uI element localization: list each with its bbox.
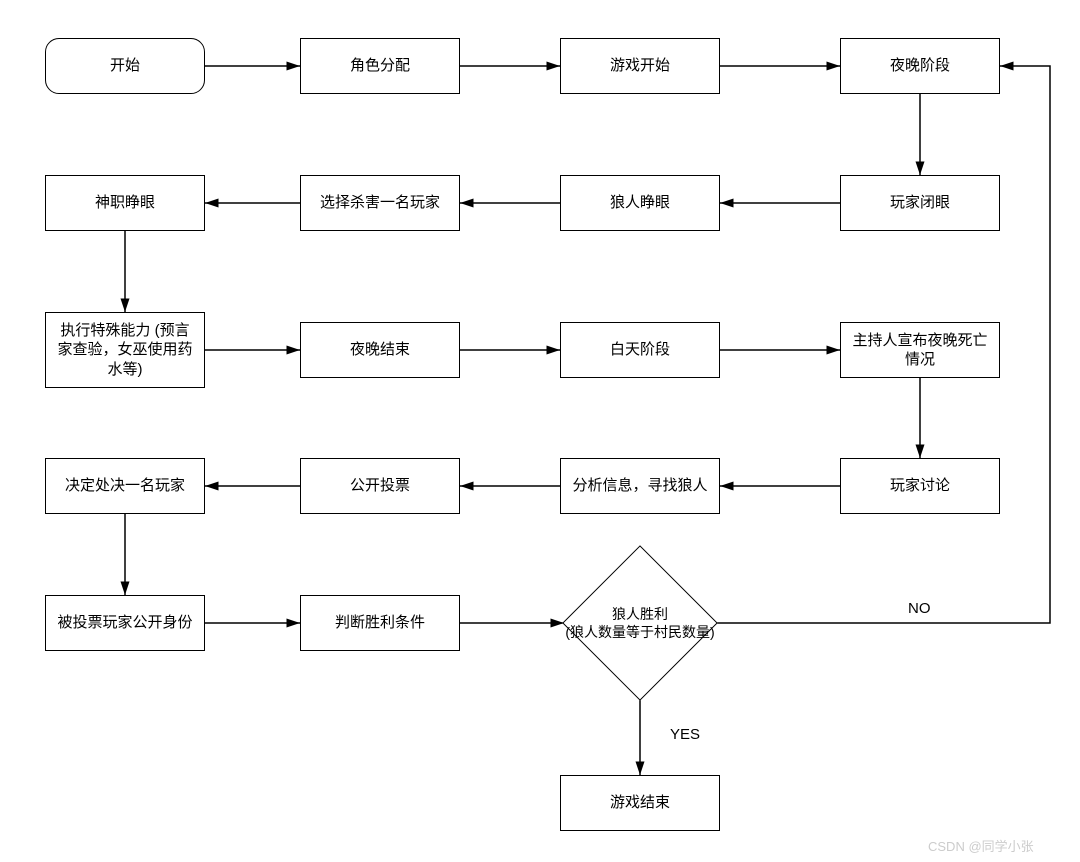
node-label: 公开投票 xyxy=(350,476,410,496)
node-role: 角色分配 xyxy=(300,38,460,94)
node-label: 分析信息，寻找狼人 xyxy=(572,476,707,496)
node-day: 白天阶段 xyxy=(560,322,720,378)
node-start: 开始 xyxy=(45,38,205,94)
node-label: 夜晚阶段 xyxy=(890,56,950,76)
node-label: 狼人睁眼 xyxy=(610,193,670,213)
node-choose-kill: 选择杀害一名玩家 xyxy=(300,175,460,231)
node-decide: 决定处决一名玩家 xyxy=(45,458,205,514)
node-special: 执行特殊能力 (预言家查验，女巫使用药水等) xyxy=(45,312,205,388)
node-announce: 主持人宣布夜晚死亡情况 xyxy=(840,322,1000,378)
edge-label-no: NO xyxy=(908,600,931,617)
node-close-eyes: 玩家闭眼 xyxy=(840,175,1000,231)
node-label: 被投票玩家公开身份 xyxy=(57,613,192,633)
node-analyze: 分析信息，寻找狼人 xyxy=(560,458,720,514)
node-label: 游戏结束 xyxy=(610,793,670,813)
node-game-start: 游戏开始 xyxy=(560,38,720,94)
edge-label-yes: YES xyxy=(670,726,700,743)
node-label: 选择杀害一名玩家 xyxy=(320,193,440,213)
node-wolf-open: 狼人睁眼 xyxy=(560,175,720,231)
node-label: 主持人宣布夜晚死亡情况 xyxy=(849,331,991,370)
node-night: 夜晚阶段 xyxy=(840,38,1000,94)
node-label: 玩家讨论 xyxy=(890,476,950,496)
node-label: 决定处决一名玩家 xyxy=(65,476,185,496)
watermark: CSDN @同学小张 xyxy=(928,836,1034,855)
node-vote: 公开投票 xyxy=(300,458,460,514)
node-label: 玩家闭眼 xyxy=(890,193,950,213)
node-label: 夜晚结束 xyxy=(350,340,410,360)
node-reveal: 被投票玩家公开身份 xyxy=(45,595,205,651)
node-label: 判断胜利条件 xyxy=(335,613,425,633)
node-god-open: 神职睁眼 xyxy=(45,175,205,231)
node-label: 游戏开始 xyxy=(610,56,670,76)
node-label: 角色分配 xyxy=(350,56,410,76)
node-label: 执行特殊能力 (预言家查验，女巫使用药水等) xyxy=(54,321,196,380)
node-label: 开始 xyxy=(110,56,140,76)
node-wolf-win-label: 狼人胜利 (狼人数量等于村民数量) xyxy=(552,590,728,656)
node-label: 神职睁眼 xyxy=(95,193,155,213)
node-game-end: 游戏结束 xyxy=(560,775,720,831)
node-night-end: 夜晚结束 xyxy=(300,322,460,378)
edges-svg xyxy=(0,0,1080,862)
node-discuss: 玩家讨论 xyxy=(840,458,1000,514)
flowchart-container: 开始 角色分配 游戏开始 夜晚阶段 玩家闭眼 狼人睁眼 选择杀害一名玩家 神职睁… xyxy=(0,0,1080,862)
node-label: 白天阶段 xyxy=(610,340,670,360)
node-check-win: 判断胜利条件 xyxy=(300,595,460,651)
